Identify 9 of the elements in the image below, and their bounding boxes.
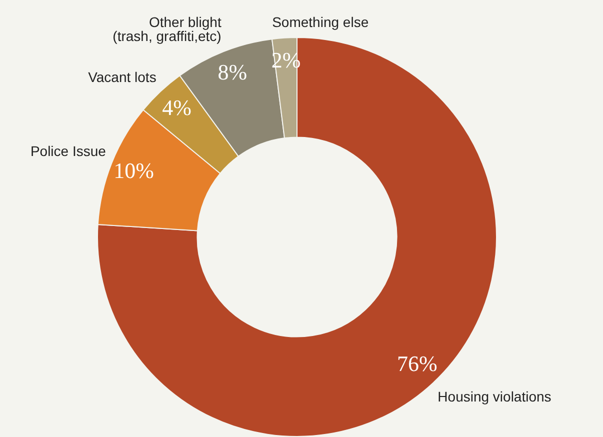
slice-label: Something else bbox=[272, 14, 369, 30]
data-label: 8% bbox=[218, 60, 248, 85]
slice-label: Other blight (trash, graffiti,etc) bbox=[112, 14, 222, 44]
data-label: 10% bbox=[114, 158, 154, 184]
slice-label: Police Issue bbox=[30, 143, 106, 160]
slice-label: Housing violations bbox=[438, 388, 552, 405]
data-label: 4% bbox=[162, 94, 192, 120]
data-label: 76% bbox=[397, 350, 438, 376]
slice-label: Vacant lots bbox=[88, 69, 156, 86]
